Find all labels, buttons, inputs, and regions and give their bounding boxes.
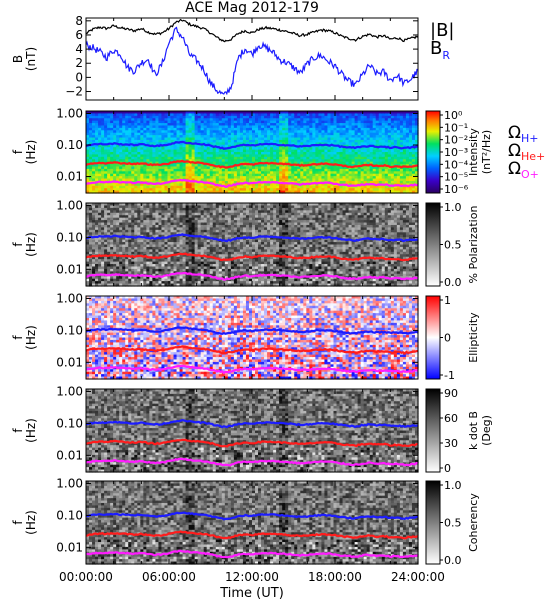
y-tick-label: 4 — [75, 42, 83, 56]
colorbar — [426, 111, 440, 193]
y-tick-label: 0 — [75, 70, 83, 84]
colorbar-tick-label: 10⁻² — [444, 134, 468, 147]
legend-entry: BR — [430, 38, 450, 62]
colorbar-tick-label: 10⁻⁶ — [444, 183, 469, 196]
y-axis-unit: (Hz) — [24, 140, 38, 165]
y-axis-label: f — [11, 149, 25, 154]
y-tick-label: 0.01 — [56, 170, 83, 184]
y-tick-label: −2 — [65, 85, 83, 99]
panel-polarization: 1.000.100.011.00.50.0% Polarizationf (Hz) — [11, 199, 480, 289]
colorbar-label: Intensity — [467, 128, 480, 176]
colorbar-tick-label: 10⁻¹ — [444, 121, 468, 134]
y-tick-label: 6 — [75, 28, 83, 42]
colorbar-tick-label: 10⁻⁴ — [444, 158, 469, 171]
chart-title: ACE Mag 2012-179 — [185, 0, 319, 16]
colorbar-tick-label: 10⁰ — [444, 109, 463, 122]
y-tick-label: 0.10 — [56, 138, 83, 152]
y-tick-label: 2 — [75, 56, 83, 70]
colorbar-unit: (nT²/Hz) — [480, 130, 493, 174]
y-axis-label: B — [11, 55, 25, 63]
y-tick-label: 1.00 — [56, 106, 83, 120]
y-tick-label: 8 — [75, 14, 83, 28]
series-line-br — [86, 28, 418, 95]
colorbar-tick-label: 10⁻⁵ — [444, 171, 468, 184]
y-axis-unit: (nT) — [24, 47, 38, 71]
colorbar-tick-label: 10⁻³ — [444, 146, 468, 159]
